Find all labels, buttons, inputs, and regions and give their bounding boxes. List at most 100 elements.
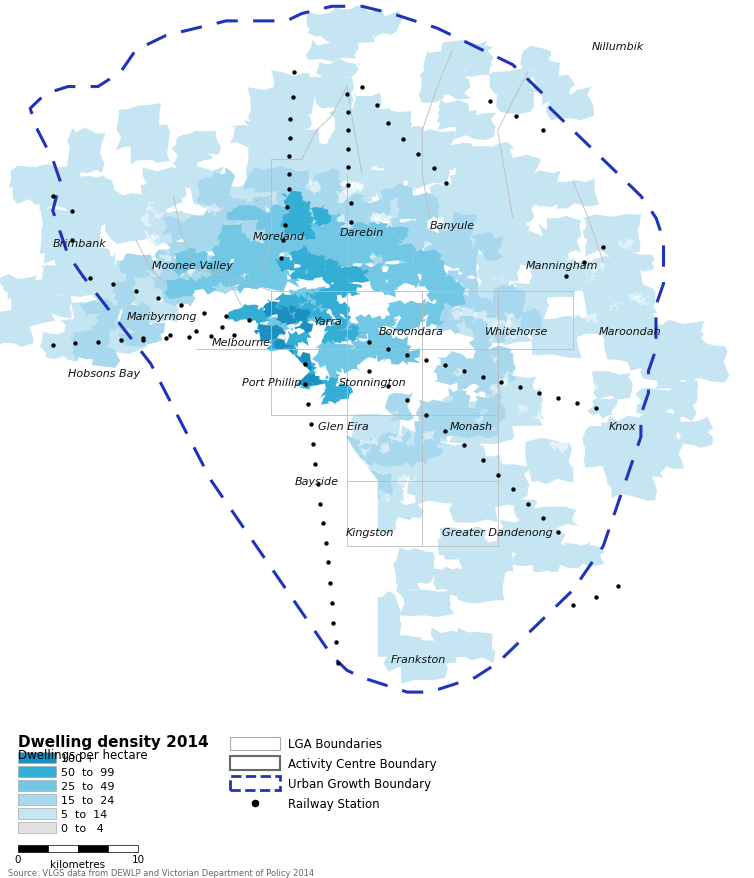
Polygon shape <box>196 261 216 272</box>
Polygon shape <box>275 259 298 268</box>
Polygon shape <box>505 294 549 325</box>
Polygon shape <box>377 336 400 355</box>
Polygon shape <box>516 232 566 263</box>
Point <box>533 386 545 400</box>
Text: 5  to  14: 5 to 14 <box>61 809 107 819</box>
Polygon shape <box>180 250 195 262</box>
Polygon shape <box>213 205 224 214</box>
Point <box>590 591 602 605</box>
Polygon shape <box>327 479 350 499</box>
Polygon shape <box>207 255 231 272</box>
Point <box>283 168 295 182</box>
Polygon shape <box>409 443 429 466</box>
Polygon shape <box>262 224 287 250</box>
Polygon shape <box>488 311 533 344</box>
Polygon shape <box>261 163 311 188</box>
Polygon shape <box>313 314 333 324</box>
Point <box>66 205 78 219</box>
Polygon shape <box>318 291 339 309</box>
Polygon shape <box>516 406 529 415</box>
Polygon shape <box>302 255 318 275</box>
Polygon shape <box>462 407 498 429</box>
Polygon shape <box>277 340 296 356</box>
Polygon shape <box>229 126 284 148</box>
Polygon shape <box>253 311 267 321</box>
Polygon shape <box>369 172 404 197</box>
Polygon shape <box>212 241 242 264</box>
Polygon shape <box>213 265 239 295</box>
Polygon shape <box>463 296 494 330</box>
Polygon shape <box>305 191 334 220</box>
Text: 25  to  49: 25 to 49 <box>61 781 115 791</box>
Polygon shape <box>285 369 302 385</box>
Polygon shape <box>463 407 505 435</box>
Polygon shape <box>11 288 55 327</box>
Polygon shape <box>293 309 311 324</box>
Polygon shape <box>326 200 357 214</box>
Polygon shape <box>555 369 573 383</box>
Polygon shape <box>294 306 310 323</box>
Text: kilometres: kilometres <box>51 859 106 869</box>
Polygon shape <box>239 216 271 250</box>
Polygon shape <box>406 457 461 499</box>
Polygon shape <box>546 88 594 121</box>
Polygon shape <box>490 312 529 336</box>
Polygon shape <box>451 168 500 191</box>
Polygon shape <box>91 322 110 348</box>
Polygon shape <box>476 310 516 339</box>
Polygon shape <box>501 388 544 422</box>
Polygon shape <box>269 497 316 528</box>
Point <box>484 95 496 109</box>
Polygon shape <box>603 336 636 359</box>
Point <box>279 219 291 233</box>
Polygon shape <box>207 226 254 251</box>
Point <box>164 328 176 342</box>
Polygon shape <box>379 242 416 267</box>
Polygon shape <box>295 310 311 322</box>
Text: Hobsons Bay: Hobsons Bay <box>68 368 140 378</box>
Point <box>182 330 195 344</box>
Polygon shape <box>415 418 446 441</box>
Polygon shape <box>263 302 278 315</box>
Polygon shape <box>250 306 270 324</box>
Polygon shape <box>176 135 221 156</box>
Polygon shape <box>430 272 461 291</box>
Polygon shape <box>526 171 561 208</box>
Polygon shape <box>247 190 284 227</box>
Polygon shape <box>438 527 489 556</box>
Polygon shape <box>271 329 281 342</box>
Polygon shape <box>143 240 158 249</box>
Point <box>612 579 624 594</box>
Polygon shape <box>250 198 278 228</box>
Bar <box>18 781 56 791</box>
Polygon shape <box>552 179 599 209</box>
Polygon shape <box>419 151 459 176</box>
Polygon shape <box>311 205 329 222</box>
Polygon shape <box>314 182 375 203</box>
Polygon shape <box>185 248 211 270</box>
Polygon shape <box>301 363 317 379</box>
Polygon shape <box>164 280 182 302</box>
Point <box>115 334 127 348</box>
Point <box>47 190 59 204</box>
Polygon shape <box>365 331 392 349</box>
Polygon shape <box>307 194 354 214</box>
Point <box>275 252 287 266</box>
Polygon shape <box>476 416 498 430</box>
Polygon shape <box>592 371 633 399</box>
Polygon shape <box>208 168 236 204</box>
Polygon shape <box>323 384 338 396</box>
Polygon shape <box>368 436 382 446</box>
Polygon shape <box>314 507 344 528</box>
Text: Urban Growth Boundary: Urban Growth Boundary <box>288 777 431 790</box>
Polygon shape <box>242 253 273 277</box>
Polygon shape <box>432 569 486 591</box>
Polygon shape <box>243 254 279 270</box>
Polygon shape <box>266 136 320 169</box>
Polygon shape <box>421 241 432 252</box>
Polygon shape <box>419 418 448 443</box>
Bar <box>18 752 56 764</box>
Polygon shape <box>197 181 225 205</box>
Point <box>324 576 336 590</box>
Polygon shape <box>373 434 400 459</box>
